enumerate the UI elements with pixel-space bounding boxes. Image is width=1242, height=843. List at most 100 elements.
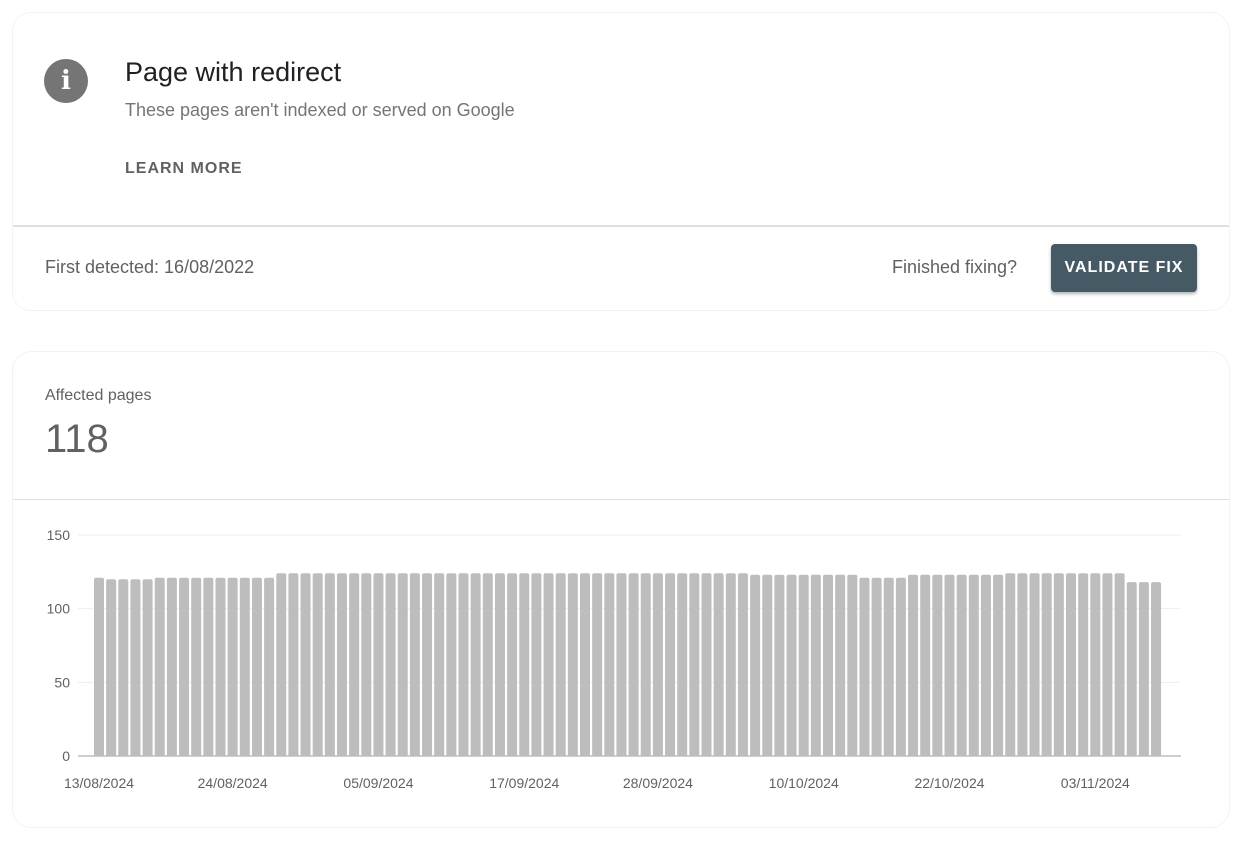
bar: [1114, 573, 1125, 756]
bar: [725, 573, 736, 756]
bar: [689, 573, 700, 756]
x-tick-label: 10/10/2024: [769, 775, 839, 791]
bar: [288, 573, 299, 756]
bar: [227, 577, 238, 756]
first-detected: First detected: 16/08/2022: [45, 257, 255, 277]
bar: [458, 573, 469, 756]
bar: [774, 574, 785, 756]
bar: [385, 573, 396, 756]
bar: [142, 579, 153, 756]
issue-title: Page with redirect: [125, 57, 342, 87]
bar: [1078, 573, 1089, 756]
bar: [640, 573, 651, 756]
bar: [166, 577, 177, 756]
bar: [215, 577, 226, 756]
bar: [713, 573, 724, 756]
bar: [895, 577, 906, 756]
bar: [1029, 573, 1040, 756]
x-tick-label: 05/09/2024: [343, 775, 413, 791]
bar: [762, 574, 773, 756]
bar: [944, 574, 955, 756]
bar: [300, 573, 311, 756]
bar: [750, 574, 761, 756]
bar: [604, 573, 615, 756]
bar: [701, 573, 712, 756]
bar: [592, 573, 603, 756]
bar: [920, 574, 931, 756]
bar: [543, 573, 554, 756]
bar: [1090, 573, 1101, 756]
bar: [1005, 573, 1016, 756]
bar: [361, 573, 372, 756]
x-tick-label: 22/10/2024: [914, 775, 984, 791]
bar: [203, 577, 214, 756]
bar: [908, 574, 919, 756]
bar: [993, 574, 1004, 756]
divider: [13, 499, 1229, 500]
bar: [1126, 582, 1137, 756]
bar: [616, 573, 627, 756]
bar: [677, 573, 688, 756]
affected-pages-label: Affected pages: [45, 387, 152, 404]
bar: [531, 573, 542, 756]
y-tick-label: 150: [47, 527, 71, 543]
y-tick-label: 50: [54, 674, 70, 690]
bar: [106, 579, 117, 756]
bar: [847, 574, 858, 756]
bar: [883, 577, 894, 756]
bar: [956, 574, 967, 756]
bar: [1138, 582, 1149, 756]
bar: [1053, 573, 1064, 756]
bar: [519, 573, 530, 756]
bar: [154, 577, 165, 756]
bar: [823, 574, 833, 756]
bar: [567, 573, 578, 756]
bar: [446, 573, 457, 756]
bar: [251, 577, 262, 756]
bar: [264, 577, 275, 756]
bar: [1102, 573, 1113, 756]
learn-more-link[interactable]: LEARN MORE: [125, 160, 243, 177]
bar: [1017, 573, 1028, 756]
bar: [422, 573, 433, 756]
x-tick-label: 28/09/2024: [623, 775, 693, 791]
issue-card: i Page with redirect These pages aren't …: [13, 13, 1229, 310]
issue-subtitle: These pages aren't indexed or served on …: [125, 100, 515, 120]
bar: [409, 573, 420, 756]
divider: [13, 225, 1229, 227]
bar: [798, 574, 809, 756]
affected-pages-count: 118: [45, 417, 109, 461]
bar: [1151, 582, 1162, 756]
bar: [191, 577, 202, 756]
bar: [179, 577, 190, 756]
bar: [239, 577, 250, 756]
bar: [494, 573, 505, 756]
bar: [324, 573, 335, 756]
bar: [810, 574, 821, 756]
bar: [737, 573, 748, 756]
y-tick-label: 0: [62, 748, 70, 764]
bar: [580, 573, 590, 756]
validate-fix-button[interactable]: VALIDATE FIX: [1051, 244, 1197, 292]
x-tick-label: 24/08/2024: [198, 775, 268, 791]
x-tick-label: 03/11/2024: [1061, 775, 1130, 791]
bar: [652, 573, 663, 756]
bar: [434, 573, 445, 756]
x-tick-label: 13/08/2024: [64, 775, 134, 791]
bar: [349, 573, 360, 756]
bar: [397, 573, 408, 756]
bar: [980, 574, 991, 756]
info-icon: i: [44, 59, 88, 103]
bar: [555, 573, 566, 756]
bar: [628, 573, 639, 756]
bar: [470, 573, 481, 756]
bar: [1041, 573, 1052, 756]
bar: [130, 579, 141, 756]
finished-fixing-label: Finished fixing?: [892, 257, 1018, 277]
bar: [932, 574, 943, 756]
bar: [482, 573, 493, 756]
bar: [118, 579, 129, 756]
bar: [835, 574, 846, 756]
bar: [665, 573, 676, 756]
